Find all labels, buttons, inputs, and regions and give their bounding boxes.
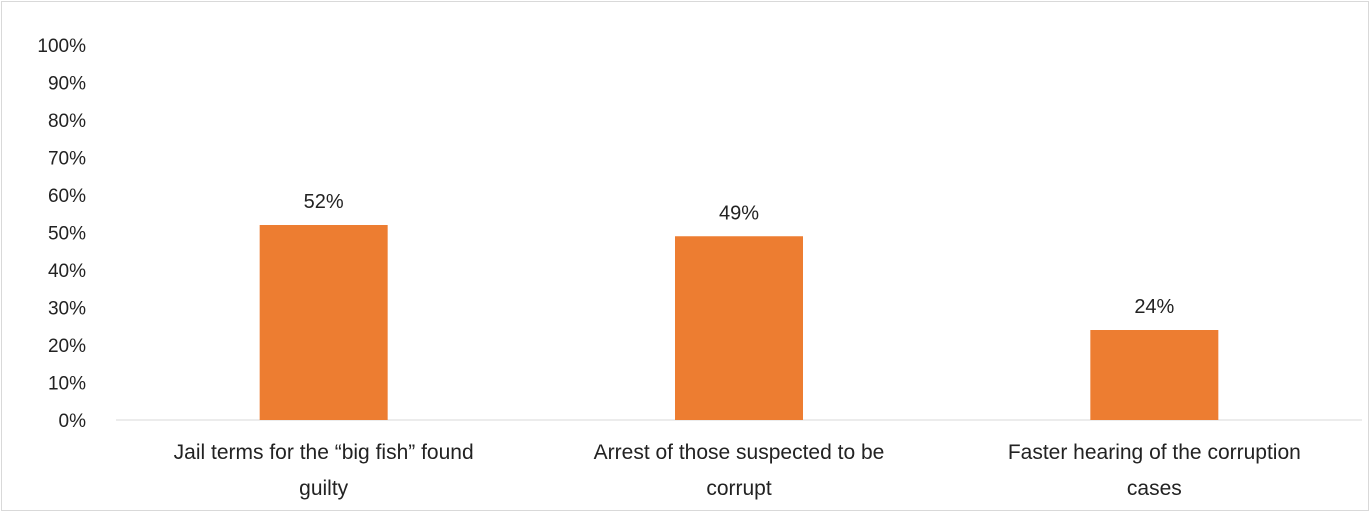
x-tick-label: cases xyxy=(1127,477,1182,500)
y-tick-label: 70% xyxy=(48,149,86,170)
x-tick-label: Arrest of those suspected to be xyxy=(594,441,885,464)
bar xyxy=(1090,330,1219,420)
x-tick-label: corrupt xyxy=(706,477,772,500)
y-tick-label: 100% xyxy=(37,36,86,57)
y-tick-label: 0% xyxy=(59,411,87,432)
y-tick-label: 60% xyxy=(48,186,86,207)
y-tick-label: 50% xyxy=(48,224,86,245)
y-tick-label: 80% xyxy=(48,111,86,132)
y-tick-label: 30% xyxy=(48,299,86,320)
y-tick-label: 90% xyxy=(48,74,86,95)
y-tick-label: 10% xyxy=(48,374,86,395)
x-tick-label: Jail terms for the “big fish” found xyxy=(174,441,474,464)
y-tick-label: 20% xyxy=(48,336,86,357)
data-label: 49% xyxy=(719,202,759,224)
x-tick-label: Faster hearing of the corruption xyxy=(1008,441,1301,464)
y-tick-label: 40% xyxy=(48,261,86,282)
data-label: 24% xyxy=(1134,296,1174,318)
bar xyxy=(259,225,388,420)
x-tick-label: guilty xyxy=(299,477,349,500)
bar xyxy=(675,236,803,420)
data-label: 52% xyxy=(304,191,344,213)
